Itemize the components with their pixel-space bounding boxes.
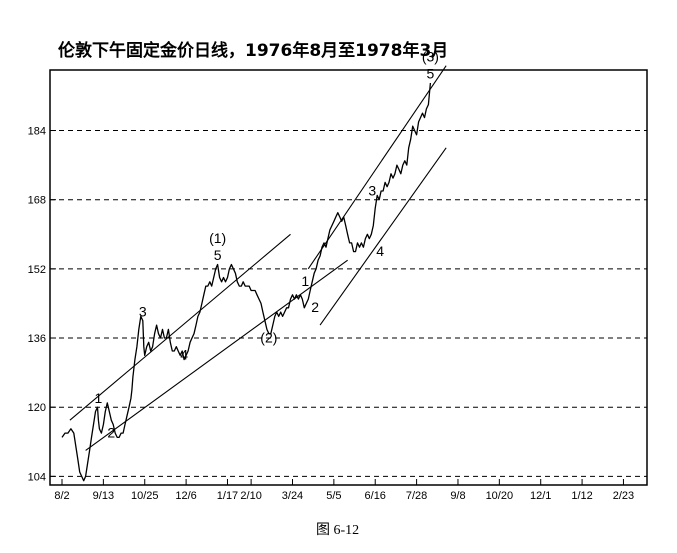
y-tick-label: 104 — [28, 471, 46, 483]
x-tick-label: 10/20 — [486, 490, 514, 502]
x-tick-label: 12/1 — [530, 490, 551, 502]
plot-frame — [49, 69, 648, 486]
figure-caption: 图 6-12 — [316, 523, 359, 538]
x-axis: 8/2 9/13 10/25 12/6 1/17 2/10 3/24 5/5 6/16 7/28 9… — [54, 479, 634, 502]
channel-line — [319, 147, 447, 326]
series-line — [61, 82, 432, 482]
grid-lines — [50, 130, 647, 477]
x-tick-label: 2/23 — [613, 490, 634, 502]
x-tick-label: 9/13 — [93, 490, 114, 502]
y-tick-label: 168 — [28, 195, 46, 207]
x-tick-label: 6/16 — [365, 490, 386, 502]
channel-line — [85, 259, 348, 451]
x-tick-label: 3/24 — [282, 490, 303, 502]
y-tick-label: 152 — [28, 264, 46, 276]
x-tick-label: 2/10 — [240, 490, 261, 502]
wave-label: 2 — [107, 424, 115, 440]
channel-line — [69, 233, 291, 421]
x-tick-label: 9/8 — [450, 490, 465, 502]
wave-label: (2) — [260, 329, 277, 345]
wave-label: 5 — [214, 247, 222, 263]
y-axis: 104 120 136 152 168 184 — [28, 126, 56, 483]
x-tick-label: 5/5 — [326, 490, 341, 502]
y-tick-label: 184 — [28, 126, 46, 138]
price-series — [61, 82, 432, 482]
chart-title: 伦敦下午固定金价日线，1976年8月至1978年3月 — [58, 40, 448, 61]
wave-label: 4 — [180, 347, 188, 363]
wave-label: 3 — [139, 303, 147, 319]
x-tick-label: 1/17 — [217, 490, 238, 502]
wave-label: 1 — [95, 390, 103, 406]
x-tick-label: 1/12 — [571, 490, 592, 502]
channel-line — [307, 65, 447, 270]
wave-label: 2 — [311, 299, 319, 315]
wave-label: 3 — [368, 182, 376, 198]
wave-label: (3) — [422, 48, 439, 64]
y-tick-label: 120 — [28, 402, 46, 414]
wave-label: (1) — [209, 230, 226, 246]
wave-label: 5 — [426, 66, 434, 82]
x-tick-label: 8/2 — [54, 490, 69, 502]
x-tick-label: 7/28 — [406, 490, 427, 502]
y-tick-label: 136 — [28, 333, 46, 345]
x-tick-label: 10/25 — [131, 490, 159, 502]
trend-channels — [69, 65, 447, 451]
x-tick-label: 12/6 — [175, 490, 196, 502]
wave-label: 4 — [376, 243, 384, 259]
wave-label: 1 — [301, 273, 309, 289]
